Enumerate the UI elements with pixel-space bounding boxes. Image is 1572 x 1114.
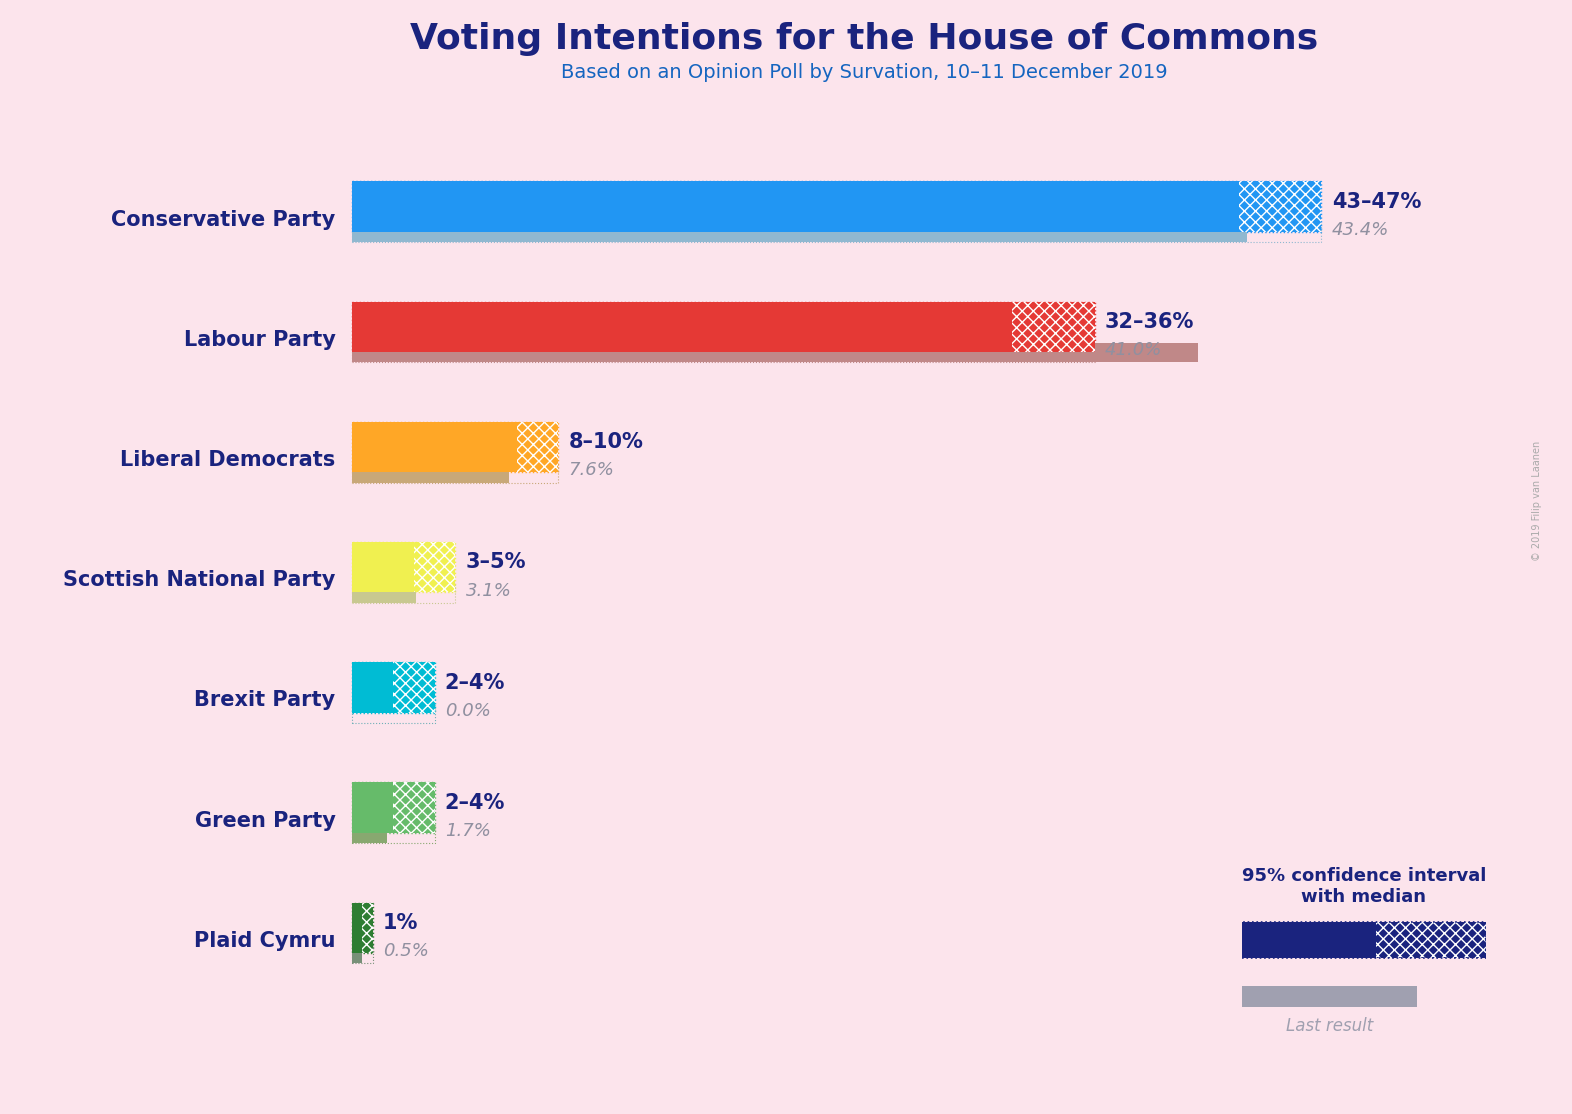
Bar <box>352 584 456 603</box>
Bar <box>352 302 1012 352</box>
Bar <box>352 182 1322 232</box>
Bar <box>352 902 362 954</box>
Text: Green Party: Green Party <box>195 811 335 831</box>
Bar <box>352 824 434 843</box>
Bar <box>1239 182 1322 232</box>
Bar <box>352 422 558 472</box>
Bar <box>352 782 434 833</box>
Text: 3–5%: 3–5% <box>465 553 527 573</box>
Text: Based on an Opinion Poll by Survation, 10–11 December 2019: Based on an Opinion Poll by Survation, 1… <box>561 62 1168 82</box>
Bar <box>413 543 456 593</box>
Text: Voting Intentions for the House of Commons: Voting Intentions for the House of Commo… <box>410 22 1319 56</box>
Bar <box>362 902 373 954</box>
Text: 0.5%: 0.5% <box>384 942 429 960</box>
Bar <box>1376 922 1486 958</box>
Bar <box>352 343 1094 362</box>
Text: 41.0%: 41.0% <box>1105 341 1162 360</box>
Text: Brexit Party: Brexit Party <box>195 691 335 711</box>
Text: © 2019 Filip van Laanen: © 2019 Filip van Laanen <box>1533 441 1542 561</box>
Bar <box>352 543 456 593</box>
Bar <box>352 302 1094 352</box>
Bar <box>352 343 1198 362</box>
Text: Labour Party: Labour Party <box>184 330 335 350</box>
Bar <box>352 543 413 593</box>
Text: Conservative Party: Conservative Party <box>112 209 335 229</box>
Text: 2–4%: 2–4% <box>445 673 505 693</box>
Text: Plaid Cymru: Plaid Cymru <box>193 930 335 950</box>
Bar <box>352 463 509 482</box>
Bar <box>352 662 393 713</box>
Bar <box>352 584 417 603</box>
Bar <box>352 944 362 964</box>
Text: Scottish National Party: Scottish National Party <box>63 570 335 590</box>
Bar <box>1242 922 1486 958</box>
Text: 1%: 1% <box>384 913 418 934</box>
Text: 43.4%: 43.4% <box>1331 221 1390 240</box>
Text: 1.7%: 1.7% <box>445 822 490 840</box>
Text: 95% confidence interval
with median: 95% confidence interval with median <box>1242 867 1486 906</box>
Bar <box>352 662 434 713</box>
Text: 0.0%: 0.0% <box>445 702 490 720</box>
Bar <box>1012 302 1094 352</box>
Bar <box>352 902 373 954</box>
Bar <box>352 182 1239 232</box>
Text: Liberal Democrats: Liberal Democrats <box>121 450 335 470</box>
Text: Last result: Last result <box>1286 1017 1374 1035</box>
Bar <box>352 422 517 472</box>
Text: 3.1%: 3.1% <box>465 582 511 599</box>
Bar <box>352 463 558 482</box>
Bar <box>352 704 434 723</box>
Bar <box>352 782 393 833</box>
Bar <box>352 223 1322 242</box>
Bar <box>517 422 558 472</box>
Bar <box>1242 922 1376 958</box>
Text: 8–10%: 8–10% <box>569 432 643 452</box>
Bar <box>1242 986 1418 1007</box>
Text: 32–36%: 32–36% <box>1105 312 1195 332</box>
Bar <box>352 944 373 964</box>
Bar <box>352 223 1247 242</box>
Bar <box>393 662 434 713</box>
Bar <box>352 824 387 843</box>
Text: 2–4%: 2–4% <box>445 793 505 813</box>
Bar <box>393 782 434 833</box>
Text: 7.6%: 7.6% <box>569 461 615 479</box>
Text: 43–47%: 43–47% <box>1331 192 1421 212</box>
